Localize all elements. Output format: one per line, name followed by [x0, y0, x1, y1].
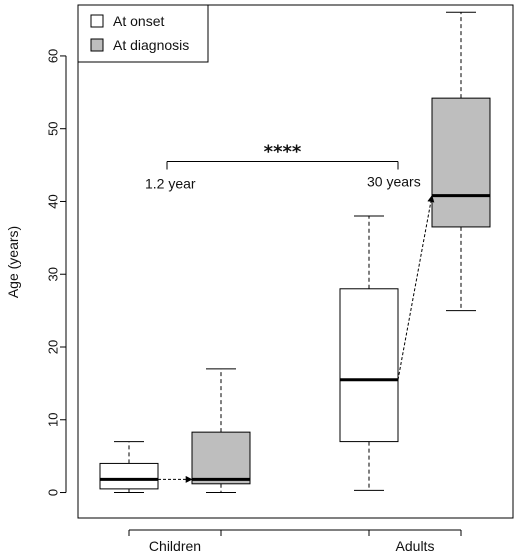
y-tick-label: 60	[46, 49, 61, 63]
legend-swatch-at-diagnosis	[90, 38, 104, 52]
y-tick-label: 10	[46, 413, 61, 427]
y-tick-label: 40	[46, 194, 61, 208]
arrow-adults	[397, 194, 435, 380]
y-tick-label: 20	[46, 340, 61, 354]
box-iqr	[431, 97, 491, 228]
x-category-label: Children	[149, 538, 201, 554]
plot-frame	[77, 4, 514, 519]
box-iqr	[191, 431, 251, 485]
annotation-left-label: 1.2 year	[145, 175, 196, 191]
legend-label-at-onset: At onset	[113, 13, 164, 29]
significance-stars: ****	[264, 141, 302, 162]
box-at-onset-adults	[339, 215, 399, 491]
legend-swatch-at-onset	[90, 14, 104, 28]
box-at-diagnosis-adults	[431, 11, 491, 312]
y-axis: 0 10 20 30 40 50 60	[46, 49, 67, 496]
y-tick-label: 30	[46, 267, 61, 281]
x-axis: Children Adults	[128, 529, 462, 554]
box-iqr	[339, 288, 399, 443]
x-category-label: Adults	[396, 538, 435, 554]
box-at-onset-children	[99, 441, 159, 494]
annotation-group: **** 1.2 year 30 years	[145, 141, 435, 483]
y-tick-label: 0	[46, 489, 61, 496]
legend: At onset At diagnosis	[77, 4, 209, 63]
box-at-diagnosis-children	[191, 368, 251, 494]
y-axis-label: Age (years)	[5, 226, 21, 298]
box-iqr	[99, 462, 159, 490]
legend-label-at-diagnosis: At diagnosis	[113, 37, 189, 53]
y-tick-label: 50	[46, 121, 61, 135]
annotation-right-label: 30 years	[367, 173, 421, 189]
box-series-group	[99, 11, 491, 494]
plot-border	[77, 4, 514, 519]
